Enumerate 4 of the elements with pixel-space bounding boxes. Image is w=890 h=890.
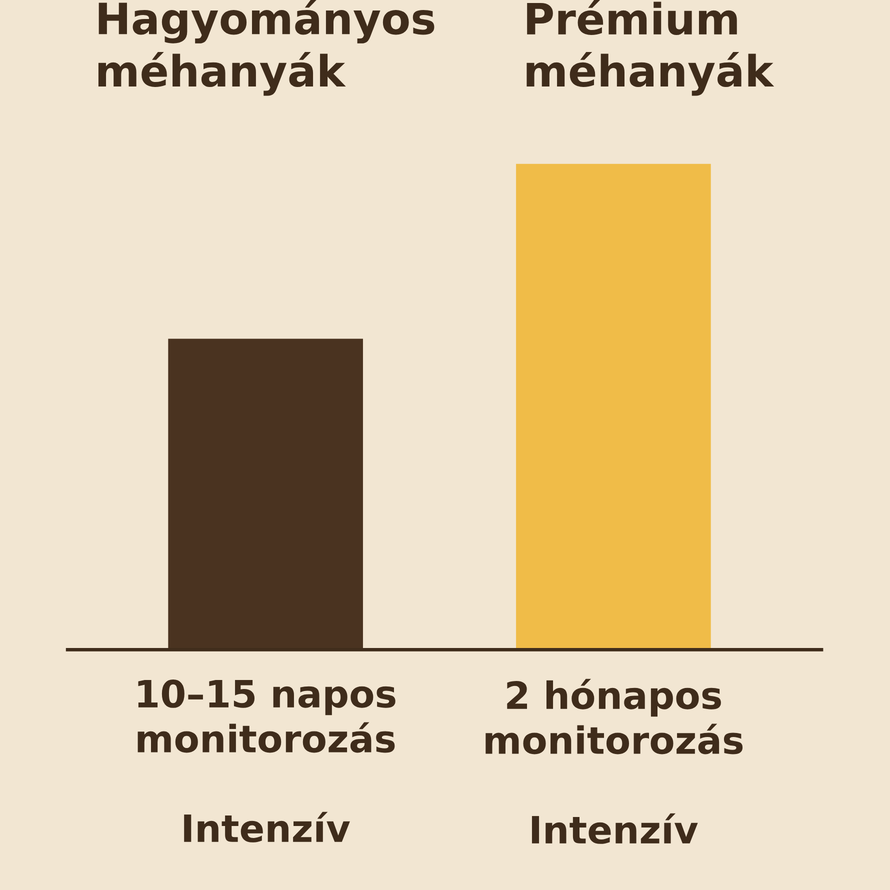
text: 2 hónapos monitorozás Intenzív <box>486 678 743 844</box>
text: 10–15 napos monitorozás Intenzív <box>138 680 396 842</box>
x-tick-label: Hagyományos méhanyák <box>98 0 434 96</box>
x-tick-label: Prémium méhanyák <box>526 0 774 96</box>
